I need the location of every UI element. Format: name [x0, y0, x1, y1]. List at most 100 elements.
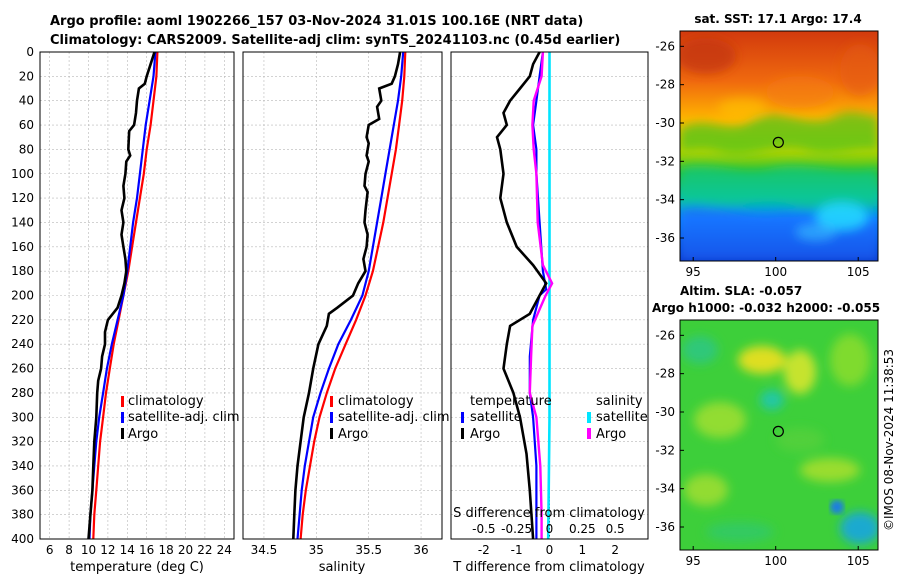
sla-heatmap [680, 320, 878, 550]
sst-map-title: sat. SST: 17.1 Argo: 17.4 [694, 12, 861, 26]
legend-satellite-label: satellite-adj. clim [128, 410, 240, 425]
x-tick-label: 105 [847, 265, 870, 279]
temperature-axes-frame [39, 51, 235, 540]
y-tick-label: 220 [11, 313, 34, 327]
sst-map-frame [679, 30, 879, 262]
legend-t-satellite-swatch [461, 412, 464, 423]
temperature-grid [40, 51, 234, 540]
x-tick-label: 14 [120, 543, 135, 557]
figure-title-line1: Argo profile: aoml 1902266_157 03-Nov-20… [50, 14, 584, 29]
x-tick-label: 2 [611, 543, 619, 557]
legend-s-argo-swatch [587, 428, 591, 439]
salinity-x-label: salinity [319, 560, 366, 575]
difference-legend: temperature satellite Argo salinity sate… [461, 394, 648, 442]
y-tick-label: 400 [11, 532, 34, 546]
temperature-panel: 6 8 10 12 14 16 18 20 22 240204060801001201401601… [11, 45, 240, 575]
y-tick-label: 60 [19, 118, 34, 132]
imos-credit: ©IMOS 08-Nov-2024 11:38:53 [882, 349, 896, 531]
y-tick-label: 100 [11, 167, 34, 181]
s-difference-tick-labels: -0.5 -0.25 0 0.25 0.5 [472, 522, 625, 536]
figure-title-line2: Climatology: CARS2009. Satellite-adj cli… [50, 33, 621, 48]
x-tick-label: 8 [65, 543, 73, 557]
legend-satellite-swatch [121, 412, 124, 423]
legend-argo-swatch [330, 428, 333, 439]
legend-s-argo-label: Argo [596, 427, 626, 442]
y-tick-label: -30 [655, 116, 675, 130]
y-tick-label: -28 [655, 78, 675, 92]
legend-argo-label: Argo [128, 427, 158, 442]
legend-argo-swatch [121, 428, 124, 439]
y-tick-label: 240 [11, 337, 34, 351]
x-tick-label: 10 [81, 543, 96, 557]
salinity-tick-labels: 34.5 35 35.5 36 [251, 543, 429, 557]
y-tick-label: 180 [11, 264, 34, 278]
sla-map-panel: Altim. SLA: -0.057 Argo h1000: -0.032 h2… [652, 284, 880, 568]
legend-s-satellite-label: satellite [596, 410, 648, 425]
salinity-satellite-line [296, 52, 405, 539]
y-tick-label: -36 [655, 231, 675, 245]
x-tick-label: 95 [686, 265, 701, 279]
y-tick-label: 140 [11, 215, 34, 229]
y-tick-label: -36 [655, 520, 675, 534]
sla-map-frame [679, 319, 879, 551]
x-tick-label: 1 [579, 543, 587, 557]
legend-satellite-label: satellite-adj. clim [338, 410, 450, 425]
y-tick-label: 120 [11, 191, 34, 205]
sst-argo-marker [772, 136, 784, 148]
legend-t-satellite-label: satellite [470, 410, 522, 425]
x-tick-label: 105 [847, 554, 870, 568]
x-tick-label: 22 [197, 543, 212, 557]
x-tick-label: 12 [100, 543, 115, 557]
y-tick-label: 160 [11, 240, 34, 254]
y-tick-label: -32 [655, 443, 675, 457]
s-tick-label: -0.5 [472, 522, 495, 536]
sst-heatmap [680, 31, 878, 261]
y-tick-label: -34 [655, 482, 675, 496]
y-tick-label: 260 [11, 362, 34, 376]
sla-argo-marker [772, 425, 784, 437]
salinity-panel: 34.5 35 35.5 36 climatology satellite-adj. … [242, 51, 450, 575]
legend-t-argo-swatch [461, 428, 464, 439]
y-tick-label: -32 [655, 154, 675, 168]
legend-climatology-swatch [121, 396, 124, 407]
x-tick-label: -2 [478, 543, 490, 557]
x-tick-label: 35.5 [355, 543, 382, 557]
x-tick-label: 36 [413, 543, 428, 557]
x-tick-label: 35 [309, 543, 324, 557]
temperature-tick-labels: 6 8 10 12 14 16 18 20 22 240204060801001201401601… [11, 45, 232, 557]
legend-s-satellite-swatch [587, 412, 591, 423]
y-tick-label: -28 [655, 367, 675, 381]
t-diff-satellite-line [528, 52, 548, 539]
salinity-argo-line [292, 52, 402, 539]
x-tick-label: 100 [764, 265, 787, 279]
legend-temperature-title: temperature [470, 394, 552, 409]
sst-map-panel: sat. SST: 17.1 Argo: 17.4 95 100 105 -26 -28… [655, 12, 879, 279]
y-tick-label: -30 [655, 405, 675, 419]
t-difference-x-label: T difference from climatology [452, 560, 645, 575]
s-tick-label: -0.25 [501, 522, 532, 536]
y-tick-label: 280 [11, 386, 34, 400]
x-tick-label: 24 [217, 543, 232, 557]
y-tick-label: 20 [19, 69, 34, 83]
salinity-axes-frame [242, 51, 443, 540]
sla-map-title-line2: Argo h1000: -0.032 h2000: -0.055 [652, 301, 880, 315]
legend-satellite-swatch [330, 412, 333, 423]
temperature-argo-line [87, 52, 156, 539]
x-tick-label: 18 [158, 543, 173, 557]
s-tick-label: 0 [546, 522, 554, 536]
y-tick-label: -26 [655, 39, 675, 53]
salinity-climatology-line [299, 52, 407, 539]
x-tick-label: 100 [764, 554, 787, 568]
sst-map-tick-labels: 95 100 105 -26 -28 -30 -32 -34 -36 [655, 39, 869, 279]
t-difference-tick-labels: -2 -1 0 1 2 [478, 543, 619, 557]
y-tick-label: 200 [11, 289, 34, 303]
temperature-legend: climatology satellite-adj. clim Argo [121, 394, 240, 442]
x-tick-label: 6 [46, 543, 54, 557]
y-tick-label: 80 [19, 142, 34, 156]
legend-salinity-title: salinity [596, 394, 643, 409]
x-tick-label: 34.5 [251, 543, 278, 557]
y-tick-label: 300 [11, 410, 34, 424]
x-tick-label: 0 [546, 543, 554, 557]
x-tick-label: 16 [139, 543, 154, 557]
y-tick-label: -34 [655, 193, 675, 207]
